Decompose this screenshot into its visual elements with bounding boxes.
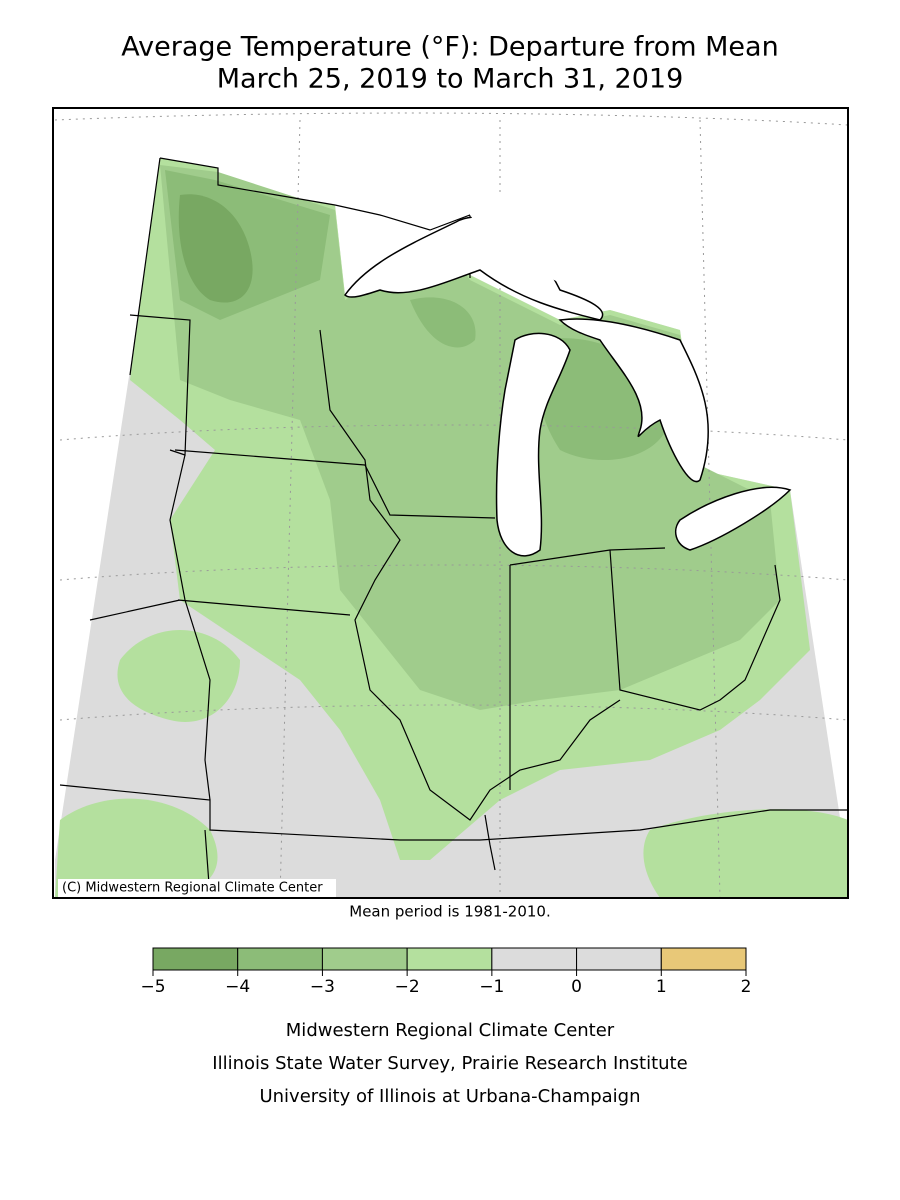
lake-michigan <box>495 332 571 557</box>
legend-swatch <box>237 947 323 971</box>
map: (C) Midwestern Regional Climate Center <box>52 107 849 899</box>
copyright: (C) Midwestern Regional Climate Center <box>62 881 323 896</box>
state-line <box>364 464 848 841</box>
legend-tick-label: −1 <box>479 977 504 997</box>
legend-swatch <box>660 947 747 971</box>
border <box>129 157 161 376</box>
river <box>169 454 211 801</box>
note: Mean period is 1981-2010. <box>349 903 550 921</box>
title-line: Average Temperature (°F): Departure from… <box>121 32 778 63</box>
credit: University of Illinois at Urbana-Champai… <box>259 1086 640 1107</box>
credit: Illinois State Water Survey, Prairie Res… <box>212 1053 687 1074</box>
legend-tick-label: −4 <box>225 977 250 997</box>
region-minus-4-5 <box>178 194 253 303</box>
title-line: March 25, 2019 to March 31, 2019 <box>217 64 684 95</box>
legend-swatch <box>321 947 408 971</box>
lake-erie <box>674 486 792 551</box>
region-minus-3-4 <box>410 297 476 348</box>
border <box>159 157 471 278</box>
legend: −5 −4 −3 −2 −1 0 1 2 <box>140 947 752 997</box>
legend-tick-label: 2 <box>741 977 752 997</box>
lake-superior <box>344 216 604 321</box>
region-minus-1-2 <box>643 809 848 898</box>
legend-swatch <box>406 947 493 971</box>
copyright-bg <box>58 879 336 897</box>
canada <box>470 196 600 305</box>
lake-huron <box>558 318 710 483</box>
legend-swatch <box>576 947 662 971</box>
legend-tick-label: −2 <box>395 977 420 997</box>
legend-tick-label: −3 <box>310 977 335 997</box>
legend-tick-label: −5 <box>140 977 165 997</box>
legend-swatch <box>491 947 578 971</box>
legend-tick-label: 1 <box>656 977 667 997</box>
state-line <box>59 314 480 899</box>
credit: Midwestern Regional Climate Center <box>286 1020 615 1041</box>
map-frame <box>52 107 849 899</box>
legend-tick-label: 0 <box>571 977 582 997</box>
region-minus-1-2 <box>55 798 218 898</box>
region-minus-2-3 <box>160 165 780 710</box>
river <box>319 329 621 821</box>
river <box>484 814 496 871</box>
legend-swatch <box>152 947 239 971</box>
